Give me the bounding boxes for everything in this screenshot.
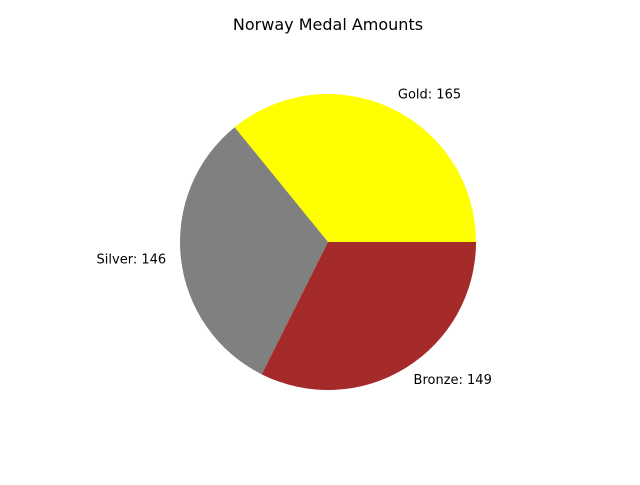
pie-label-silver: Silver: 146 <box>97 252 167 267</box>
chart-title: Norway Medal Amounts <box>233 15 423 34</box>
pie-label-gold: Gold: 165 <box>398 87 461 102</box>
pie-slice-gold <box>234 93 477 242</box>
pie-label-bronze: Bronze: 149 <box>414 373 492 388</box>
pie-slice-bronze <box>261 242 476 390</box>
pie-labels: Gold: 165 Silver: 146 Bronze: 149 <box>97 87 492 388</box>
pie-slices <box>180 93 477 390</box>
pie-slice-silver <box>180 127 328 375</box>
